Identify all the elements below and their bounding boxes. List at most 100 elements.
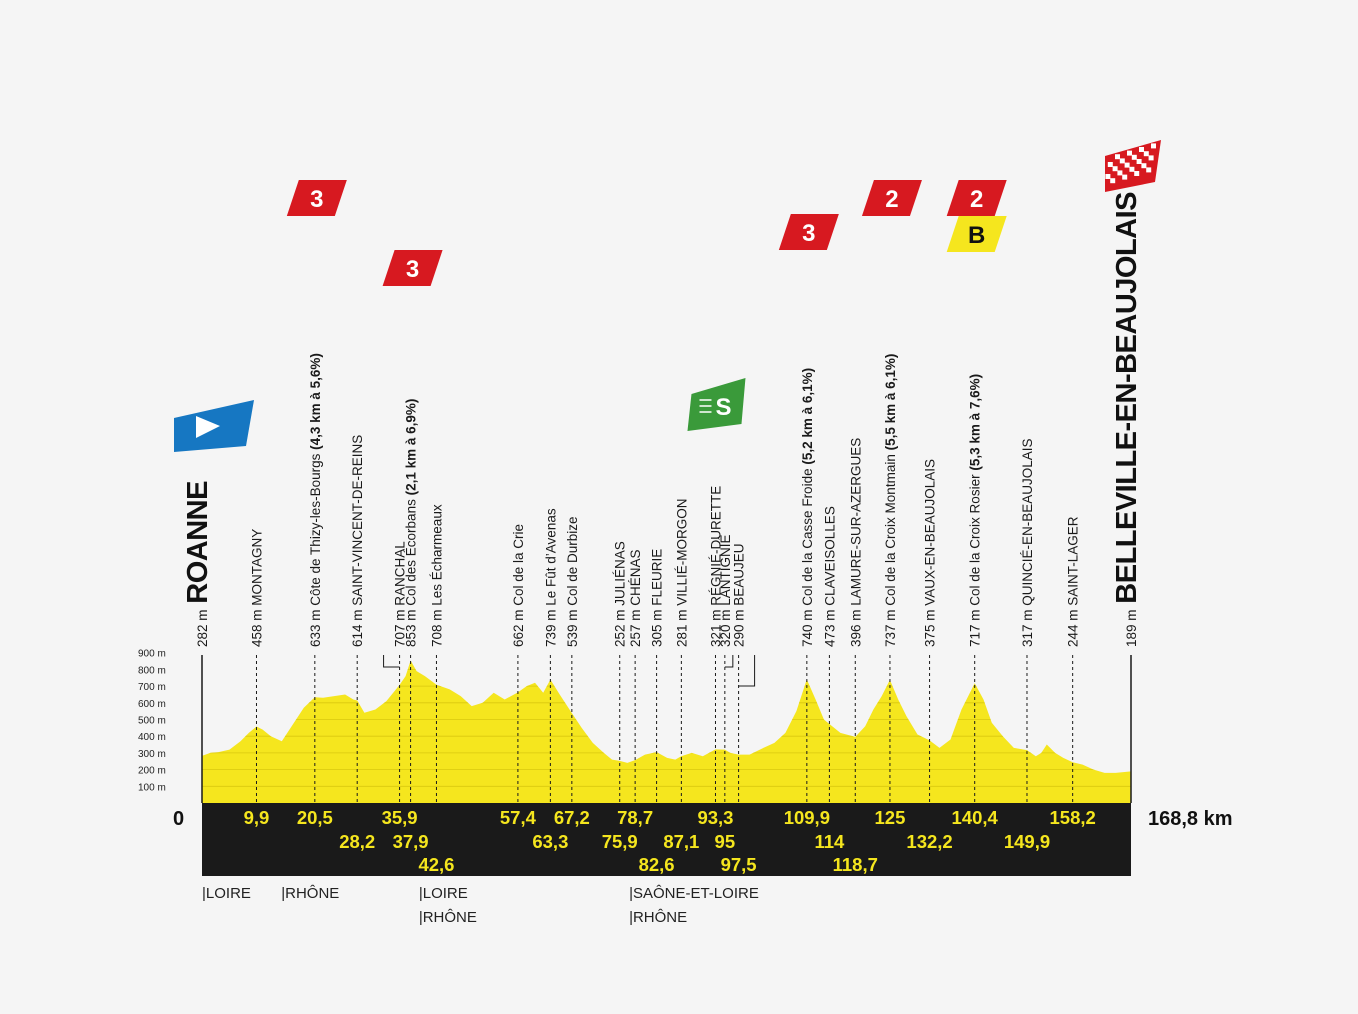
- locality-label: 737 m Col de la Croix Montmain (5,5 km à…: [883, 354, 898, 647]
- km-marker-label: 140,4: [952, 807, 999, 828]
- locality-altitude-name: 257 m CHÉNAS: [628, 549, 643, 647]
- start-flag-icon: [174, 400, 254, 452]
- checker-cell: [1148, 155, 1154, 161]
- climb-category-badge-text: 2: [970, 186, 983, 213]
- locality-altitude-name: 707 m RANCHAL: [393, 541, 408, 647]
- climb-category-badge-shape: [861, 180, 922, 216]
- locality-altitude-name: 633 m Côte de Thizy-les-Bourgs: [308, 450, 323, 647]
- locality-altitude-name: 539 m Col de Durbize: [565, 516, 580, 647]
- locality-altitude-name: 290 m BEAUJEU: [732, 543, 747, 647]
- km-marker-label: 132,2: [906, 831, 952, 852]
- locality-altitude-name: 317 m QUINCIÉ-EN-BEAUJOLAIS: [1020, 438, 1035, 647]
- climb-category-badge: 2: [946, 180, 1007, 216]
- checker-cell: [1129, 166, 1135, 172]
- department-label: |RHÔNE: [281, 885, 339, 902]
- checker-cell: [1110, 178, 1116, 184]
- climb-category-badge: 3: [382, 250, 443, 286]
- label-connector: [383, 655, 400, 668]
- locality-label: 740 m Col de la Casse Froide (5,2 km à 6…: [800, 368, 815, 647]
- km-marker-label: 97,5: [721, 854, 757, 875]
- checker-cell: [1112, 166, 1118, 172]
- locality-label: 282 m ROANNE: [182, 481, 214, 647]
- locality-label: 396 m LAMURE-SUR-AZERGUES: [848, 438, 863, 647]
- km-marker-label: 28,2: [339, 831, 375, 852]
- locality-altitude-name: 614 m SAINT-VINCENT-DE-REINS: [350, 435, 365, 647]
- km-marker-label: 114: [814, 831, 845, 852]
- checker-cell: [1134, 171, 1140, 176]
- climb-category-badge-shape: [778, 214, 839, 250]
- locality-altitude-name: 321 m RÉGNIÉ-DURETTE: [708, 486, 723, 647]
- locality-altitude-name: 717 m Col de la Croix Rosier: [968, 471, 983, 647]
- km-marker-label: 42,6: [418, 854, 454, 875]
- bonus-badge: B: [946, 216, 1007, 252]
- locality-altitude-name: 458 m MONTAGNY: [249, 529, 264, 647]
- department-label: |LOIRE: [419, 885, 468, 902]
- locality-altitude-name: 282 m: [195, 606, 210, 647]
- km-marker-label: 20,5: [297, 807, 333, 828]
- km-marker-label: 67,2: [554, 807, 590, 828]
- checker-cell: [1146, 167, 1152, 173]
- checker-cell: [1151, 143, 1156, 149]
- distance-zero-label: 0: [173, 808, 184, 830]
- km-marker-label: 57,4: [500, 807, 537, 828]
- locality-label: 662 m Col de la Crie: [511, 524, 526, 647]
- department-label: |RHÔNE: [419, 909, 477, 926]
- locality-altitude-name: 375 m VAUX-EN-BEAUJOLAIS: [923, 459, 938, 647]
- locality-label: 252 m JULIÉNAS: [613, 541, 628, 647]
- climb-category-badge-text: 3: [802, 220, 815, 247]
- finish-town-name: BELLEVILLE-EN-BEAUJOLAIS: [1111, 192, 1143, 604]
- locality-altitude-name: 737 m Col de la Croix Montmain: [883, 450, 898, 647]
- locality-label: 717 m Col de la Croix Rosier (5,3 km à 7…: [968, 374, 983, 647]
- climb-category-badge-text: 3: [310, 186, 323, 213]
- locality-label: 458 m MONTAGNY: [249, 529, 264, 647]
- km-marker-label: 93,3: [697, 807, 733, 828]
- checker-cell: [1117, 170, 1123, 176]
- y-tick-label: 700 m: [138, 682, 166, 693]
- y-tick-label: 800 m: [138, 665, 166, 676]
- locality-label: 708 m Les Écharmeaux: [429, 504, 444, 647]
- km-marker-label: 125: [875, 807, 906, 828]
- checker-cell: [1107, 162, 1113, 167]
- locality-label: 473 m CLAVEISOLLES: [822, 506, 837, 647]
- climb-category-badge: 3: [778, 214, 839, 250]
- locality-label: 633 m Côte de Thizy-les-Bourgs (4,3 km à…: [308, 353, 323, 647]
- km-marker-label: 118,7: [833, 854, 878, 875]
- y-tick-label: 500 m: [138, 716, 166, 727]
- climb-gradient-label: (5,2 km à 6,1%): [800, 368, 815, 465]
- locality-altitude-name: 305 m FLEURIE: [650, 549, 665, 647]
- checker-cell: [1119, 158, 1125, 164]
- checker-cell: [1136, 159, 1142, 164]
- km-marker-label: 95: [715, 831, 736, 852]
- finish-flag-icon: [1105, 140, 1161, 192]
- y-tick-label: 100 m: [138, 782, 166, 793]
- checker-cell: [1127, 150, 1132, 156]
- y-tick-label: 200 m: [138, 766, 166, 777]
- department-label: |RHÔNE: [629, 909, 687, 926]
- department-label: |SAÔNE-ET-LOIRE: [629, 885, 759, 902]
- department-label: |LOIRE: [202, 885, 251, 902]
- km-marker-label: 109,9: [784, 807, 830, 828]
- checker-cell: [1122, 174, 1128, 180]
- km-marker-label: 87,1: [663, 831, 699, 852]
- km-marker-label: 78,7: [617, 807, 653, 828]
- km-marker-label: 149,9: [1004, 831, 1050, 852]
- sprint-badge-shape: [687, 378, 746, 431]
- checker-cell: [1124, 162, 1130, 168]
- locality-label: 320 m LANTIGNIÉ: [718, 534, 733, 647]
- y-tick-label: 900 m: [138, 649, 166, 660]
- locality-altitude-name: 662 m Col de la Crie: [511, 524, 526, 647]
- locality-altitude-name: 252 m JULIÉNAS: [613, 541, 628, 647]
- locality-altitude-name: 244 m SAINT-LAGER: [1066, 516, 1081, 647]
- locality-label: 614 m SAINT-VINCENT-DE-REINS: [350, 435, 365, 647]
- climb-category-badge: 2: [861, 180, 922, 216]
- locality-label: 317 m QUINCIÉ-EN-BEAUJOLAIS: [1020, 438, 1035, 647]
- checker-cell: [1115, 154, 1120, 160]
- sprint-badge-text: S: [715, 394, 731, 421]
- checker-cell: [1139, 147, 1144, 152]
- km-marker-label: 37,9: [393, 831, 429, 852]
- y-tick-label: 300 m: [138, 749, 166, 760]
- y-tick-label: 400 m: [138, 732, 166, 743]
- climb-gradient-label: (4,3 km à 5,6%): [308, 353, 323, 450]
- locality-altitude-name: 473 m CLAVEISOLLES: [822, 506, 837, 647]
